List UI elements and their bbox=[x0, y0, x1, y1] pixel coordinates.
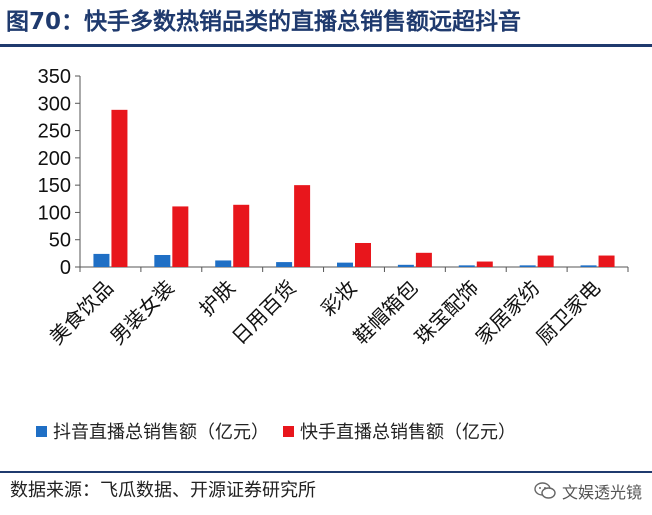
x-tick-label: 家居家纺 bbox=[471, 276, 545, 350]
y-tick-label: 50 bbox=[49, 230, 71, 252]
bar-douyin bbox=[215, 260, 232, 267]
bar-kuaishou bbox=[415, 252, 432, 267]
y-tick-label: 0 bbox=[60, 257, 71, 279]
bar-kuaishou bbox=[233, 204, 250, 267]
x-tick-label: 美食饮品 bbox=[44, 276, 118, 350]
y-axis: 0 50 100 150 200 250 300 350 bbox=[38, 66, 81, 279]
y-tick-label: 150 bbox=[38, 175, 71, 197]
watermark: 文娱透光镜 bbox=[534, 478, 642, 504]
bar-douyin bbox=[337, 262, 353, 267]
bar-douyin bbox=[93, 253, 110, 267]
x-tick-label: 鞋帽箱包 bbox=[349, 276, 423, 350]
bar-kuaishou bbox=[355, 242, 371, 267]
bar-kuaishou bbox=[476, 261, 493, 267]
bar-kuaishou bbox=[537, 255, 554, 267]
y-tick-label: 100 bbox=[38, 202, 71, 224]
legend-label-douyin: 抖音直播总销售额（亿元） bbox=[53, 422, 269, 443]
x-tick-label: 护肤 bbox=[195, 276, 240, 321]
y-tick-label: 200 bbox=[38, 148, 71, 170]
y-tick-label: 300 bbox=[38, 93, 71, 115]
bar-douyin bbox=[276, 262, 293, 267]
chart-legend: 抖音直播总销售额（亿元） 快手直播总销售额（亿元） bbox=[36, 418, 636, 444]
legend-swatch-douyin bbox=[36, 425, 47, 437]
legend-label-kuaishou: 快手直播总销售额（亿元） bbox=[300, 422, 516, 443]
bar-kuaishou bbox=[294, 185, 311, 267]
legend-swatch-kuaishou bbox=[283, 425, 294, 437]
page-title: 图70：快手多数热销品类的直播总销售额远超抖音 bbox=[6, 9, 522, 35]
bar-douyin bbox=[154, 254, 171, 267]
watermark-text: 文娱透光镜 bbox=[561, 483, 642, 502]
bar-kuaishou bbox=[598, 255, 615, 267]
bar-douyin bbox=[580, 265, 597, 267]
wechat-icon bbox=[534, 482, 556, 499]
legend-item-douyin: 抖音直播总销售额（亿元） bbox=[36, 418, 269, 444]
bars bbox=[93, 109, 615, 267]
bar-kuaishou bbox=[111, 109, 128, 267]
footer-divider bbox=[0, 471, 652, 473]
bar-kuaishou bbox=[172, 206, 189, 267]
x-tick-label: 男装女装 bbox=[105, 276, 179, 350]
legend-item-kuaishou: 快手直播总销售额（亿元） bbox=[283, 418, 516, 444]
bar-douyin bbox=[397, 264, 414, 267]
x-tick-label: 厨卫家电 bbox=[532, 276, 606, 350]
title-divider bbox=[0, 44, 652, 47]
x-tick-label: 珠宝配饰 bbox=[410, 276, 484, 350]
x-tick-label: 彩妆 bbox=[316, 276, 361, 321]
bar-douyin bbox=[519, 265, 536, 267]
x-axis bbox=[79, 266, 629, 272]
bar-douyin bbox=[458, 265, 475, 267]
source-note: 数据来源：飞瓜数据、开源证券研究所 bbox=[10, 480, 316, 501]
y-tick-label: 350 bbox=[38, 66, 71, 88]
y-tick-label: 250 bbox=[38, 121, 71, 143]
x-tick-label: 日用百货 bbox=[227, 276, 301, 350]
